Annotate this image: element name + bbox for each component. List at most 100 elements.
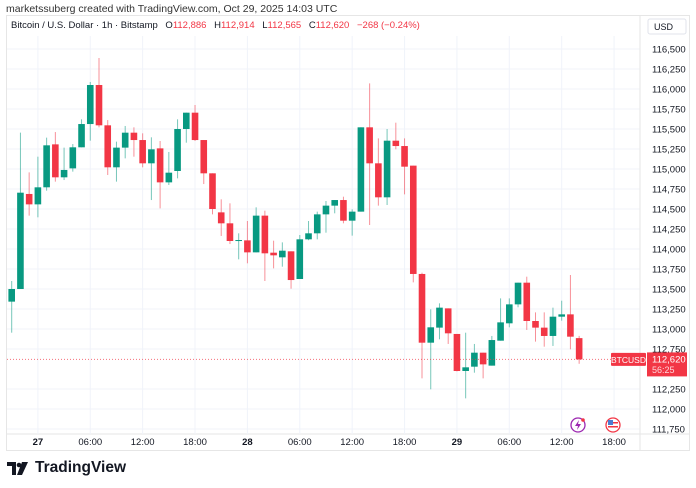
candle-up[interactable] (8, 281, 15, 333)
candle-body (78, 124, 85, 148)
candle-up[interactable] (60, 147, 68, 181)
candle-down[interactable] (139, 133, 146, 168)
candle-up[interactable] (497, 298, 504, 341)
change-value: −268 (−0.24%) (356, 20, 420, 31)
candle-up[interactable] (471, 343, 478, 373)
candle-down[interactable] (200, 140, 208, 185)
candle-down[interactable] (244, 221, 251, 264)
price-axis: 116,500 116,250 116,000 115,750 115,500 115,2… (611, 18, 687, 436)
candle-up[interactable] (348, 209, 356, 236)
candle-up[interactable] (252, 207, 260, 253)
candle-body (567, 314, 574, 337)
candle-down[interactable] (575, 335, 583, 364)
candle-down[interactable] (156, 141, 164, 209)
price-tick-label: 115,250 (652, 145, 686, 156)
candle-down[interactable] (130, 127, 138, 157)
candle-up[interactable] (427, 309, 435, 390)
candle-body (86, 85, 94, 125)
time-tick-label: 12:00 (131, 437, 155, 448)
candle-body (270, 252, 277, 256)
candle-up[interactable] (313, 211, 321, 240)
candle-up[interactable] (165, 151, 173, 185)
candle-up[interactable] (383, 129, 391, 205)
tradingview-logo[interactable]: TradingView (7, 459, 126, 477)
candle-down[interactable] (409, 165, 417, 283)
candle-up[interactable] (488, 335, 496, 366)
candle-up[interactable] (34, 156, 42, 218)
candle-down[interactable] (95, 57, 103, 128)
candle-body (409, 165, 417, 274)
candle-up[interactable] (279, 242, 286, 267)
candle-up[interactable] (436, 303, 443, 340)
candle-body (235, 240, 242, 242)
candle-down[interactable] (444, 308, 452, 344)
candle-down[interactable] (392, 122, 400, 150)
price-tick-label: 112,250 (652, 385, 686, 396)
us-flag-event-icon[interactable] (605, 417, 621, 433)
candle-up[interactable] (174, 119, 181, 179)
candle-down[interactable] (523, 276, 531, 330)
time-axis: 27 06:00 12:00 18:00 28 06:00 12:00 18:00 29 06:0… (33, 417, 626, 448)
candle-down[interactable] (453, 333, 461, 372)
candle-down[interactable] (479, 352, 487, 379)
price-tick-label: 113,250 (652, 305, 686, 316)
candle-body (462, 367, 469, 371)
candle-up[interactable] (558, 300, 565, 321)
candle-down[interactable] (401, 138, 408, 195)
candle-up[interactable] (305, 221, 312, 241)
candle-down[interactable] (104, 120, 112, 175)
candle-down[interactable] (209, 173, 216, 215)
candle-down[interactable] (532, 312, 539, 342)
candle-body (514, 282, 522, 305)
candle-down[interactable] (52, 132, 59, 182)
candle-down[interactable] (340, 196, 347, 224)
price-tick-label: 116,500 (652, 45, 686, 56)
candle-up[interactable] (296, 235, 304, 279)
candle-up[interactable] (121, 125, 129, 159)
candle-up[interactable] (78, 119, 85, 148)
candle-down[interactable] (270, 240, 277, 269)
candle-body (183, 112, 190, 129)
candle-down[interactable] (25, 172, 33, 216)
price-tick-label: 112,000 (652, 405, 686, 416)
candle-up[interactable] (148, 137, 155, 201)
candle-down[interactable] (217, 199, 225, 236)
candle-up[interactable] (322, 201, 330, 233)
candle-up[interactable] (331, 200, 339, 214)
currency-button[interactable] (647, 18, 687, 35)
candle-body (34, 187, 42, 205)
candle-up[interactable] (549, 307, 557, 346)
candle-up[interactable] (235, 233, 242, 260)
currency-label: USD (654, 22, 674, 32)
candle-down[interactable] (418, 272, 426, 379)
symbol-title[interactable]: Bitcoin / U.S. Dollar · 1h · Bitstamp (11, 20, 158, 31)
bar-countdown: 56:25 (652, 365, 675, 375)
candle-up[interactable] (69, 144, 77, 172)
candle-down[interactable] (366, 83, 373, 225)
candle-body (60, 169, 68, 178)
candle-down[interactable] (540, 312, 548, 347)
candle-body (305, 233, 312, 240)
candle-up[interactable] (183, 112, 190, 143)
candle-down[interactable] (261, 210, 269, 281)
candle-up[interactable] (113, 141, 120, 182)
candle-body (130, 132, 138, 141)
price-tick-label: 115,500 (652, 125, 686, 136)
candle-up[interactable] (86, 81, 94, 141)
crypto-event-icon[interactable] (570, 417, 586, 433)
time-tick-label: 18:00 (602, 437, 626, 448)
candle-up[interactable] (357, 127, 365, 212)
candle-up[interactable] (514, 282, 522, 308)
candle-up[interactable] (43, 137, 50, 191)
candle-up[interactable] (506, 298, 513, 328)
open-label: O (165, 20, 173, 31)
candle-body (523, 282, 531, 321)
candle-down[interactable] (287, 251, 295, 289)
candle-down[interactable] (191, 105, 199, 141)
candle-up[interactable] (17, 132, 24, 289)
candle-down[interactable] (567, 275, 574, 350)
candle-up[interactable] (462, 332, 469, 399)
candle-down[interactable] (226, 203, 234, 245)
candle-down[interactable] (375, 138, 382, 206)
